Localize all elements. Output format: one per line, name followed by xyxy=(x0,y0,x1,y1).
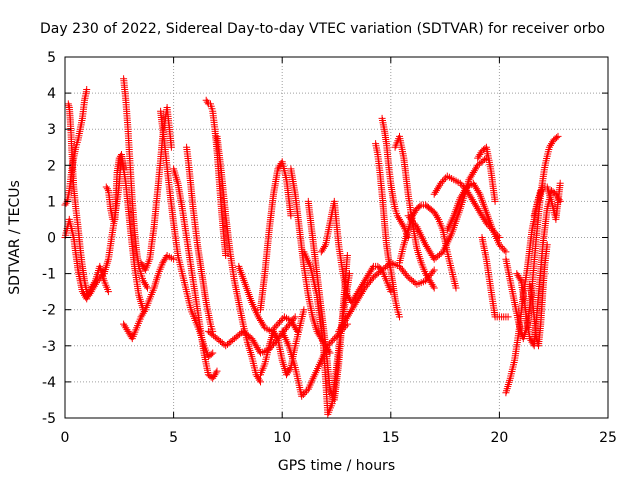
data-points xyxy=(443,179,510,256)
x-tick-label: 20 xyxy=(490,430,508,446)
data-points xyxy=(64,100,95,299)
series-arc-7 xyxy=(120,252,178,343)
series-arc-25 xyxy=(378,114,412,241)
x-tick-label: 25 xyxy=(599,430,617,446)
series-arc-21 xyxy=(304,197,351,404)
series-arc-37 xyxy=(526,241,551,350)
series-arc-31 xyxy=(474,143,499,205)
data-points xyxy=(120,75,151,292)
axis-ticks: -5 -4 -3 -2 -1 0 1 2 3 4 5 0 5 10 15 20 25 xyxy=(42,50,617,446)
series-arc-23 xyxy=(335,259,438,335)
y-tick-label: -5 xyxy=(42,411,56,427)
y-tick-label: -4 xyxy=(42,375,56,391)
y-tick-label: 5 xyxy=(47,50,56,66)
y-tick-label: 4 xyxy=(47,86,56,102)
series-arc-22 xyxy=(317,197,395,306)
data-points xyxy=(396,201,460,292)
series-arc-9 xyxy=(157,107,217,361)
y-tick-label: 1 xyxy=(47,194,56,210)
x-tick-label: 10 xyxy=(273,430,291,446)
series-arc-10 xyxy=(170,165,221,382)
data-points xyxy=(372,140,403,321)
series-arc-8 xyxy=(137,104,175,274)
series-arc-36 xyxy=(530,179,564,223)
series-layer xyxy=(61,75,564,418)
series-arc-11 xyxy=(183,143,217,335)
data-points xyxy=(530,179,564,223)
chart-title: Day 230 of 2022, Sidereal Day-to-day VTE… xyxy=(40,21,605,37)
data-points xyxy=(335,259,438,335)
y-axis-label: SDTVAR / TECUs xyxy=(7,180,23,295)
series-arc-16 xyxy=(257,158,295,314)
data-points xyxy=(317,197,395,306)
series-arc-30 xyxy=(443,179,510,256)
data-points xyxy=(102,151,128,223)
x-tick-label: 15 xyxy=(382,430,400,446)
y-tick-label: -3 xyxy=(42,339,56,355)
y-tick-label: -1 xyxy=(42,267,56,283)
x-axis-label: GPS time / hours xyxy=(278,458,395,474)
series-arc-5 xyxy=(102,151,128,223)
y-tick-label: -2 xyxy=(42,303,56,319)
data-points xyxy=(474,143,499,205)
data-points xyxy=(183,143,217,335)
data-points xyxy=(378,114,412,241)
series-arc-13 xyxy=(213,132,264,386)
series-arc-32 xyxy=(478,234,512,321)
data-points xyxy=(213,132,264,386)
data-points xyxy=(120,252,178,343)
y-tick-label: 2 xyxy=(47,158,56,174)
data-points xyxy=(526,241,551,350)
x-tick-label: 5 xyxy=(169,430,178,446)
data-points xyxy=(478,234,512,321)
y-tick-label: 0 xyxy=(47,231,56,247)
series-arc-6 xyxy=(120,75,151,292)
data-points xyxy=(257,158,295,314)
y-tick-label: 3 xyxy=(47,122,56,138)
series-arc-24 xyxy=(372,140,403,321)
x-tick-label: 0 xyxy=(61,430,70,446)
data-points xyxy=(170,165,221,382)
series-arc-3 xyxy=(64,100,95,299)
